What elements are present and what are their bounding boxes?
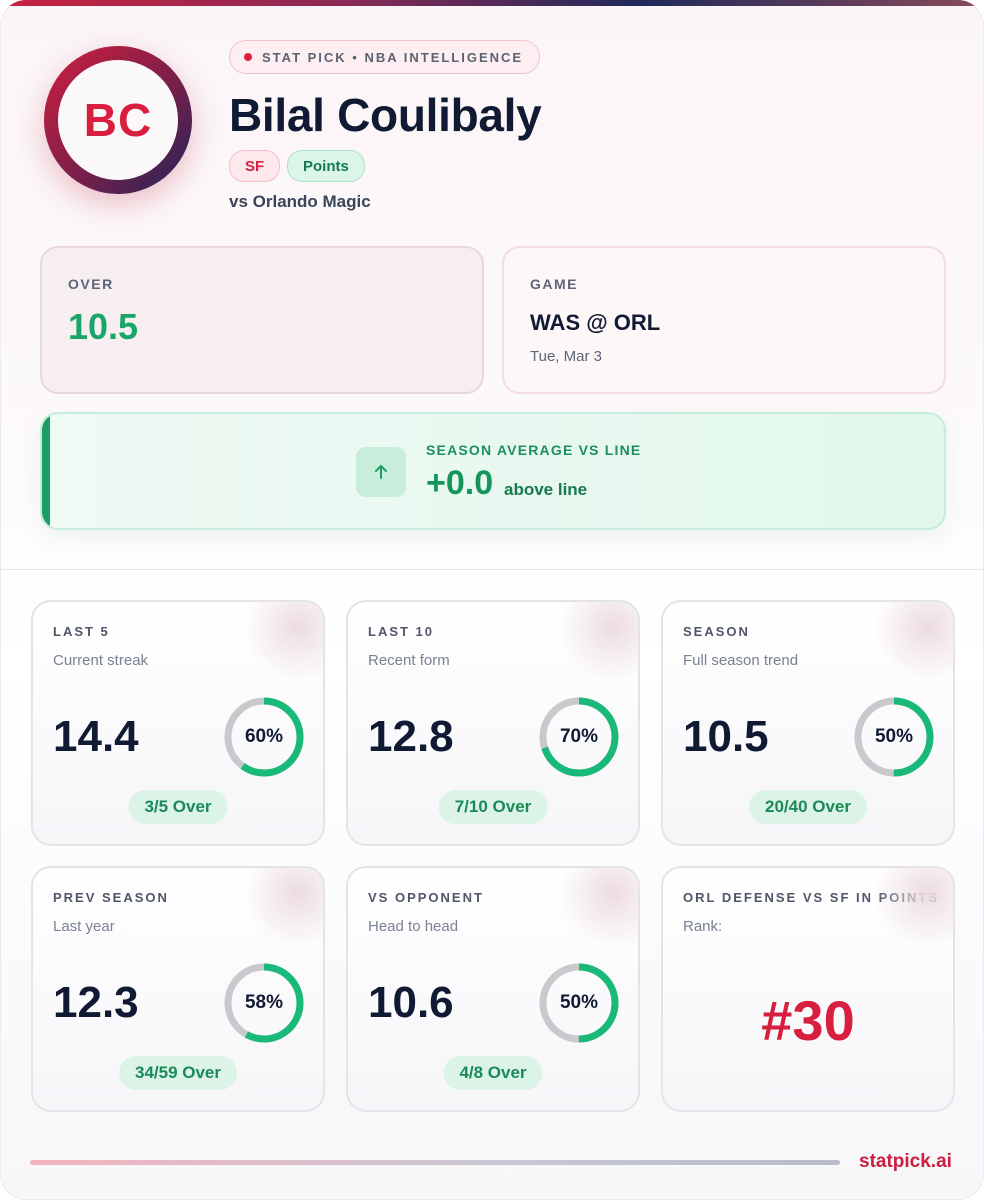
category-badge: STAT PICK • NBA INTELLIGENCE bbox=[229, 40, 541, 74]
stat-card-value: 10.5 bbox=[683, 712, 769, 761]
defense-subtitle: Rank: bbox=[683, 918, 723, 935]
game-date: Tue, Mar 3 bbox=[530, 348, 602, 365]
arrow-up-icon bbox=[356, 447, 406, 497]
dot-icon bbox=[244, 53, 252, 61]
defense-rank-value: #30 bbox=[761, 989, 855, 1052]
line-label: OVER bbox=[68, 276, 114, 292]
stat-card-label: VS OPPONENT bbox=[368, 890, 484, 905]
player-name: Bilal Coulibaly bbox=[229, 89, 542, 141]
position-chip: SF bbox=[229, 150, 281, 182]
hit-rate-ring bbox=[539, 697, 619, 777]
stat-card-label: LAST 5 bbox=[53, 624, 110, 639]
banner-accent bbox=[42, 414, 50, 528]
stat-card-prev-season: PREV SEASON Last year 12.3 58% 34/59 Ove… bbox=[31, 866, 325, 1112]
hit-rate-percent: 70% bbox=[559, 726, 599, 747]
hit-rate-ring bbox=[224, 963, 304, 1043]
stat-card-subtitle: Head to head bbox=[368, 918, 459, 935]
stat-card-label: PREV SEASON bbox=[53, 890, 169, 905]
hit-rate-ring bbox=[539, 963, 619, 1043]
stat-card-value: 14.4 bbox=[53, 712, 139, 761]
hit-rate-percent: 50% bbox=[559, 992, 599, 1013]
top-accent-bar bbox=[0, 0, 984, 6]
stat-card-subtitle: Recent form bbox=[368, 652, 450, 669]
stat-card-label: LAST 10 bbox=[368, 624, 435, 639]
ring-progress-arc bbox=[539, 963, 619, 1043]
over-record-pill: 3/5 Over bbox=[128, 790, 228, 824]
brand-logo-text: statpick.ai bbox=[859, 1151, 952, 1172]
stat-card-subtitle: Full season trend bbox=[683, 652, 799, 669]
ring-progress-arc bbox=[224, 963, 304, 1043]
hit-rate-percent: 50% bbox=[874, 726, 914, 747]
hit-rate-ring bbox=[854, 697, 934, 777]
stat-card-last-10: LAST 10 Recent form 12.8 70% 7/10 Over bbox=[346, 600, 640, 846]
season-average-label: SEASON AVERAGE VS LINE bbox=[426, 442, 642, 458]
footer-bar bbox=[30, 1160, 840, 1165]
hit-rate-percent: 60% bbox=[244, 726, 284, 747]
ring-progress-arc bbox=[224, 697, 304, 777]
season-average-delta: +0.0 bbox=[426, 464, 494, 502]
stat-card-subtitle: Last year bbox=[53, 918, 115, 935]
over-record-pill: 4/8 Over bbox=[443, 1056, 543, 1090]
stat-type-chip: Points bbox=[287, 150, 365, 182]
stat-card-last-5: LAST 5 Current streak 14.4 60% 3/5 Over bbox=[31, 600, 325, 846]
over-record-pill: 7/10 Over bbox=[438, 790, 548, 824]
section-divider bbox=[0, 569, 984, 570]
stat-card-value: 12.3 bbox=[53, 978, 139, 1027]
stat-card-value: 10.6 bbox=[368, 978, 454, 1027]
game-box: GAME WAS @ ORL Tue, Mar 3 bbox=[502, 246, 946, 394]
line-value: 10.5 bbox=[68, 306, 139, 347]
ring-progress-arc bbox=[539, 697, 619, 777]
opponent-label: vs Orlando Magic bbox=[229, 192, 371, 211]
game-matchup: WAS @ ORL bbox=[530, 310, 661, 335]
season-average-suffix: above line bbox=[504, 480, 588, 499]
over-record-pill: 20/40 Over bbox=[748, 790, 868, 824]
stat-card-label: SEASON bbox=[683, 624, 750, 639]
stat-card-season: SEASON Full season trend 10.5 50% 20/40 … bbox=[661, 600, 955, 846]
over-record-pill: 34/59 Over bbox=[118, 1056, 238, 1090]
stat-card-value: 12.8 bbox=[368, 712, 454, 761]
avatar-initials: BC bbox=[58, 60, 178, 180]
stat-card-vs-opponent: VS OPPONENT Head to head 10.6 50% 4/8 Ov… bbox=[346, 866, 640, 1112]
hit-rate-ring bbox=[224, 697, 304, 777]
game-label: GAME bbox=[530, 276, 578, 292]
category-badge-label: STAT PICK • NBA INTELLIGENCE bbox=[262, 49, 524, 65]
hit-rate-percent: 58% bbox=[244, 992, 284, 1013]
line-box: OVER 10.5 bbox=[40, 246, 484, 394]
defense-label: ORL DEFENSE VS SF IN POINTS bbox=[683, 890, 940, 905]
avatar: BC bbox=[44, 46, 192, 194]
stat-card-subtitle: Current streak bbox=[53, 652, 149, 669]
stat-card-defense-rank: ORL DEFENSE VS SF IN POINTS Rank: #30 bbox=[661, 866, 955, 1112]
ring-progress-arc bbox=[854, 697, 934, 777]
season-average-banner: SEASON AVERAGE VS LINE +0.0 above line bbox=[40, 412, 946, 530]
